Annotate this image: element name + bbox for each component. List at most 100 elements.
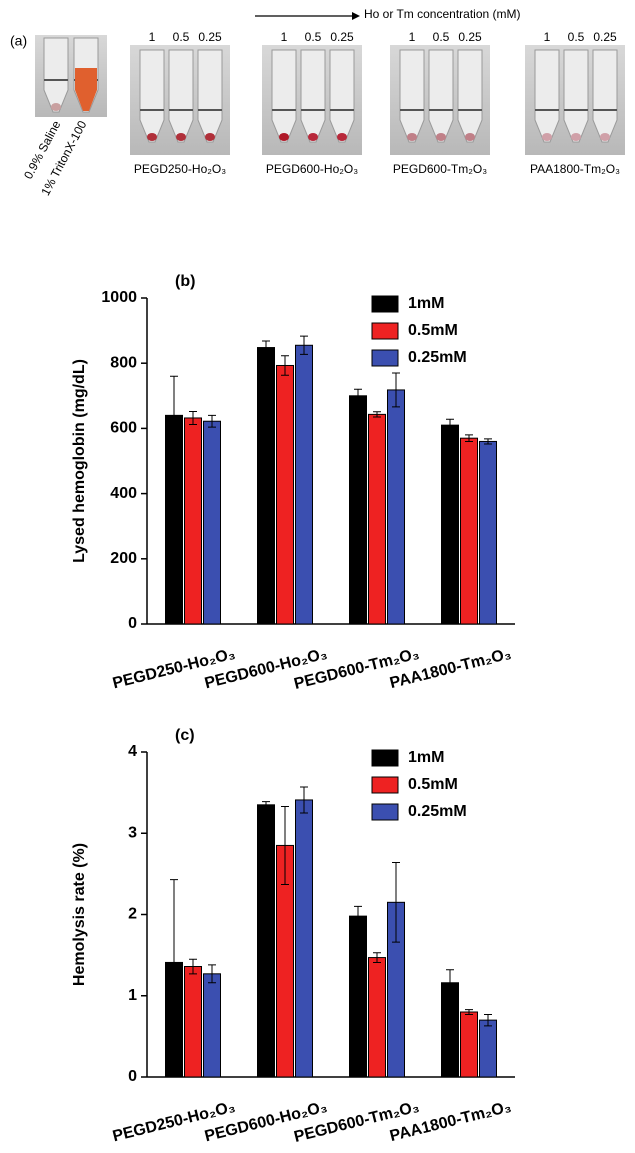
error-bar bbox=[373, 411, 381, 418]
bar bbox=[387, 389, 405, 625]
legend-swatch bbox=[371, 803, 399, 821]
pellet bbox=[176, 133, 186, 141]
pellet bbox=[436, 133, 446, 141]
y-axis-label: Hemolysis rate (%) bbox=[71, 843, 88, 986]
error-bar bbox=[262, 801, 270, 809]
tube bbox=[534, 49, 560, 143]
arrow-text: Ho or Tm concentration (mM) bbox=[364, 7, 521, 21]
tube bbox=[399, 49, 425, 143]
tube bbox=[168, 49, 194, 143]
tube bbox=[592, 49, 618, 143]
error-bar bbox=[189, 958, 197, 975]
y-tick-label: 400 bbox=[110, 485, 137, 502]
error-bar bbox=[484, 1013, 492, 1027]
legend-label: 0.5mM bbox=[408, 776, 458, 793]
panel-label: (c) bbox=[175, 727, 195, 744]
pellet bbox=[308, 133, 318, 141]
bar bbox=[441, 982, 459, 1078]
concentration-label: 1 bbox=[409, 30, 416, 44]
y-tick-label: 1000 bbox=[101, 289, 137, 306]
legend-swatch bbox=[371, 749, 399, 767]
bar bbox=[276, 364, 294, 625]
bar bbox=[295, 344, 313, 625]
bar bbox=[460, 1011, 478, 1078]
y-tick-label: 800 bbox=[110, 354, 137, 371]
concentration-label: 1 bbox=[149, 30, 156, 44]
error-bar bbox=[484, 438, 492, 445]
bar bbox=[184, 966, 202, 1078]
concentration-label: 1 bbox=[281, 30, 288, 44]
error-bar bbox=[392, 862, 400, 943]
y-tick-label: 0 bbox=[128, 615, 137, 632]
bar bbox=[257, 347, 275, 625]
error-bar bbox=[354, 905, 362, 927]
error-bar bbox=[281, 805, 289, 885]
error-bar bbox=[281, 355, 289, 376]
error-bar bbox=[446, 969, 454, 997]
pellet bbox=[279, 133, 289, 141]
arrow-head bbox=[352, 12, 360, 20]
y-tick-label: 4 bbox=[128, 743, 137, 760]
error-bar bbox=[465, 434, 473, 442]
bar bbox=[257, 804, 275, 1078]
error-bar bbox=[208, 964, 216, 984]
legend-swatch bbox=[371, 322, 399, 340]
tube bbox=[197, 49, 223, 143]
pellet bbox=[542, 133, 552, 141]
tube bbox=[457, 49, 483, 143]
concentration-label: 0.5 bbox=[173, 30, 190, 44]
bar bbox=[349, 915, 367, 1078]
error-bar bbox=[300, 786, 308, 814]
legend-swatch bbox=[371, 295, 399, 313]
error-bar bbox=[392, 372, 400, 408]
legend-label: 0.25mM bbox=[408, 803, 467, 820]
legend-label: 1mM bbox=[408, 749, 444, 766]
liquid bbox=[75, 68, 97, 111]
bar bbox=[184, 417, 202, 625]
pellet bbox=[337, 133, 347, 141]
bar bbox=[479, 440, 497, 625]
legend-swatch bbox=[371, 776, 399, 794]
bar bbox=[203, 973, 221, 1078]
concentration-label: 0.25 bbox=[593, 30, 617, 44]
pellet bbox=[147, 133, 157, 141]
bar bbox=[441, 424, 459, 625]
pellet bbox=[600, 133, 610, 141]
concentration-label: 1 bbox=[544, 30, 551, 44]
pellet bbox=[571, 133, 581, 141]
y-tick-label: 1 bbox=[128, 987, 137, 1004]
tube bbox=[329, 49, 355, 143]
group-label: PEGD600-Tm₂O₃ bbox=[393, 162, 487, 176]
bar bbox=[349, 395, 367, 625]
concentration-label: 0.5 bbox=[305, 30, 322, 44]
panel-label: (b) bbox=[175, 273, 195, 290]
legend-swatch bbox=[371, 349, 399, 367]
tube bbox=[139, 49, 165, 143]
concentration-label: 0.25 bbox=[330, 30, 354, 44]
bar bbox=[368, 957, 386, 1078]
legend-label: 0.5mM bbox=[408, 322, 458, 339]
legend-label: 0.25mM bbox=[408, 349, 467, 366]
tube bbox=[271, 49, 297, 143]
panel-label: (a) bbox=[10, 33, 27, 49]
error-bar bbox=[465, 1009, 473, 1015]
error-bar bbox=[300, 335, 308, 355]
group-label: PAA1800-Tm₂O₃ bbox=[530, 162, 620, 176]
group-label: PEGD250-Ho₂O₃ bbox=[134, 162, 226, 176]
error-bar bbox=[189, 410, 197, 425]
legend-label: 1mM bbox=[408, 295, 444, 312]
y-tick-label: 3 bbox=[128, 824, 137, 841]
y-tick-label: 2 bbox=[128, 906, 137, 923]
error-bar bbox=[170, 879, 178, 1046]
tube bbox=[300, 49, 326, 143]
error-bar bbox=[262, 340, 270, 355]
tube bbox=[43, 37, 69, 113]
y-tick-label: 200 bbox=[110, 550, 137, 567]
concentration-label: 0.25 bbox=[458, 30, 482, 44]
pellet bbox=[407, 133, 417, 141]
pellet bbox=[205, 133, 215, 141]
tube bbox=[428, 49, 454, 143]
pellet bbox=[51, 103, 61, 111]
bar bbox=[479, 1019, 497, 1078]
